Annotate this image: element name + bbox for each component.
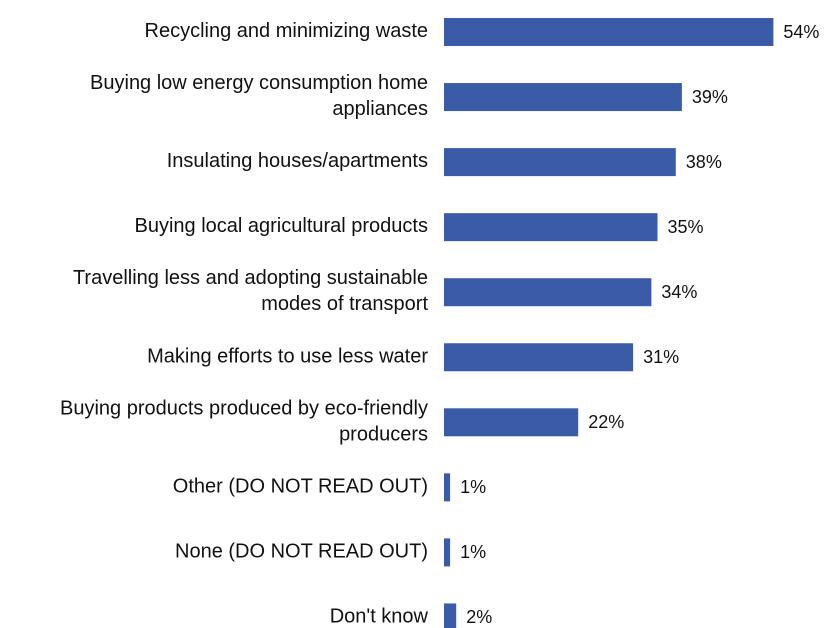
category-label: Recycling and minimizing waste xyxy=(145,20,428,42)
category-label: Insulating houses/apartments xyxy=(167,150,428,172)
category-line: Buying products produced by eco-friendly xyxy=(60,398,428,420)
category-line: Don't know xyxy=(330,606,429,628)
category-line: Buying low energy consumption home xyxy=(90,72,428,94)
category-label: Buying local agricultural products xyxy=(135,215,429,237)
value-label: 1% xyxy=(460,542,486,562)
category-line: Recycling and minimizing waste xyxy=(145,20,428,42)
category-line: None (DO NOT READ OUT) xyxy=(175,541,428,563)
bar xyxy=(444,83,682,112)
bar xyxy=(444,213,658,242)
category-line: Insulating houses/apartments xyxy=(167,150,428,172)
category-label: Don't know xyxy=(330,606,429,628)
category-label: Making efforts to use less water xyxy=(147,346,428,368)
category-label: Buying low energy consumption home applia… xyxy=(90,72,428,120)
category-label: Other (DO NOT READ OUT) xyxy=(173,476,428,498)
value-label: 38% xyxy=(686,152,722,172)
value-label: 54% xyxy=(783,22,819,42)
category-line: modes of transport xyxy=(261,293,428,315)
bar xyxy=(444,18,774,46)
value-label: 2% xyxy=(466,607,492,627)
category-line: Buying local agricultural products xyxy=(135,215,429,237)
value-label: 22% xyxy=(588,412,624,432)
category-line: appliances xyxy=(332,98,428,120)
category-label: Buying products produced by eco-friendly… xyxy=(60,398,428,446)
bar xyxy=(444,408,579,437)
value-label: 34% xyxy=(661,282,697,302)
value-label: 1% xyxy=(460,477,486,497)
category-line: Other (DO NOT READ OUT) xyxy=(173,476,428,498)
value-label: 35% xyxy=(668,217,704,237)
bar xyxy=(444,148,676,177)
bar xyxy=(444,473,451,502)
value-label: 31% xyxy=(643,347,679,367)
category-line: Making efforts to use less water xyxy=(147,346,428,368)
category-line: producers xyxy=(339,424,428,446)
value-label: 39% xyxy=(692,87,728,107)
bar xyxy=(444,603,457,628)
bar xyxy=(444,538,451,567)
bar xyxy=(444,278,652,307)
category-label: Travelling less and adopting sustainable… xyxy=(73,267,428,315)
bar xyxy=(444,343,634,372)
category-label: None (DO NOT READ OUT) xyxy=(175,541,428,563)
category-line: Travelling less and adopting sustainable xyxy=(73,267,428,289)
